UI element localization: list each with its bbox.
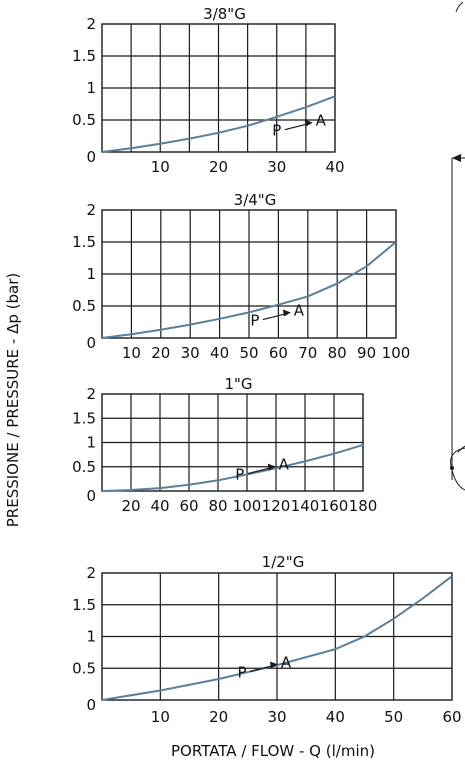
- flow-arrow-icon: [262, 312, 288, 321]
- y-tick-label: 2: [86, 201, 96, 219]
- x-tick-label: 140: [291, 497, 320, 515]
- x-tick-label: 20: [209, 158, 228, 176]
- x-tick-label: 40: [210, 344, 229, 362]
- y-tick-label: 1: [86, 79, 96, 97]
- y-tick-label: 1.5: [72, 47, 96, 65]
- y-tick-label: 2: [86, 15, 96, 33]
- x-tick-label: 60: [442, 708, 461, 726]
- y-axis-label: PRESSIONE / PRESSURE - Δp (bar): [4, 273, 22, 527]
- y-tick-label: 0.5: [72, 458, 96, 476]
- y-tick-label: 0: [86, 148, 96, 166]
- chart-title: 1/2"G: [262, 553, 305, 571]
- arrow-head-icon: [267, 463, 276, 471]
- x-tick-label: 120: [262, 497, 291, 515]
- x-tick-label: 50: [384, 708, 403, 726]
- plot-frame: [101, 572, 453, 701]
- plot-frame: [101, 23, 336, 153]
- x-tick-label: 10: [151, 158, 170, 176]
- y-tick-label: 2: [86, 564, 96, 582]
- chart-panel: 1"G 0 0.5 1 1.5 2 20 40 60 80 100 120 140 160 180 P A: [72, 375, 377, 515]
- x-tick-label: 80: [208, 497, 227, 515]
- flow-label-to: A: [279, 456, 290, 474]
- chart-title: 1"G: [224, 375, 252, 393]
- x-tick-label: 30: [181, 344, 200, 362]
- flow-label-from: P: [237, 664, 246, 682]
- x-tick-label: 20: [151, 344, 170, 362]
- x-tick-label: 10: [151, 708, 170, 726]
- chart-panel: 3/4"G 0 0.5 1 1.5 2 10 20 30 40 50 60 70 80 90 100 P A: [72, 191, 410, 362]
- x-tick-label: 10: [122, 344, 141, 362]
- x-tick-label: 180: [349, 497, 378, 515]
- flow-arrow-icon: [284, 123, 309, 131]
- x-tick-label: 30: [267, 708, 286, 726]
- y-tick-label: 0: [86, 487, 96, 505]
- chart-panel: 3/8"G 0 0.5 1 1.5 2 10 20 30 40 P A: [72, 5, 344, 176]
- flow-label-from: P: [235, 466, 244, 484]
- x-axis-label: PORTATA / FLOW - Q (l/min): [171, 742, 375, 760]
- y-tick-label: 0.5: [72, 111, 96, 129]
- series-line-p-to-a: [101, 575, 453, 701]
- flow-arrow-icon: [247, 467, 272, 475]
- x-tick-label: 50: [239, 344, 258, 362]
- flow-label-to: A: [281, 654, 292, 672]
- x-tick-label: 100: [382, 344, 411, 362]
- arrow-head-icon: [270, 661, 278, 669]
- y-tick-label: 0: [86, 696, 96, 714]
- flow-label-to: A: [294, 302, 305, 320]
- y-tick-label: 2: [86, 385, 96, 403]
- x-tick-label: 20: [121, 497, 140, 515]
- plot-frame: [101, 209, 397, 339]
- flow-arrow-icon: [249, 664, 275, 673]
- y-tick-label: 0.5: [72, 659, 96, 677]
- arrow-head-icon: [282, 309, 291, 317]
- flow-label-to: A: [316, 112, 327, 130]
- flow-label-from: P: [272, 122, 281, 140]
- x-tick-label: 20: [209, 708, 228, 726]
- x-tick-label: 30: [267, 158, 286, 176]
- y-tick-label: 1.5: [72, 596, 96, 614]
- y-tick-label: 0: [86, 334, 96, 352]
- x-tick-label: 70: [298, 344, 317, 362]
- plot-frame: [101, 393, 364, 492]
- x-tick-label: 40: [150, 497, 169, 515]
- x-tick-label: 80: [328, 344, 347, 362]
- y-tick-label: 1: [86, 628, 96, 646]
- chart-panel: 1/2"G 0 0.5 1 1.5 2 10 20 30 40 50 60 P A: [72, 553, 461, 726]
- x-tick-label: 60: [179, 497, 198, 515]
- chart-title: 3/4"G: [234, 191, 277, 209]
- y-tick-label: 0.5: [72, 297, 96, 315]
- y-tick-label: 1: [86, 434, 96, 452]
- y-tick-label: 1: [86, 265, 96, 283]
- x-tick-label: 60: [269, 344, 288, 362]
- chart-title: 3/8"G: [203, 5, 246, 23]
- y-tick-label: 1.5: [72, 409, 96, 427]
- flow-label-from: P: [250, 312, 259, 330]
- x-tick-label: 90: [357, 344, 376, 362]
- series-line-p-to-a: [101, 241, 397, 339]
- arrow-head-icon: [304, 119, 313, 127]
- x-tick-label: 40: [325, 158, 344, 176]
- y-tick-label: 1.5: [72, 233, 96, 251]
- series-line-p-to-a: [101, 95, 336, 153]
- x-tick-label: 100: [233, 497, 262, 515]
- series-line-p-to-a: [101, 443, 364, 492]
- cropped-drawing-fragment: [450, 1, 465, 491]
- x-tick-label: 40: [326, 708, 345, 726]
- x-tick-label: 160: [320, 497, 349, 515]
